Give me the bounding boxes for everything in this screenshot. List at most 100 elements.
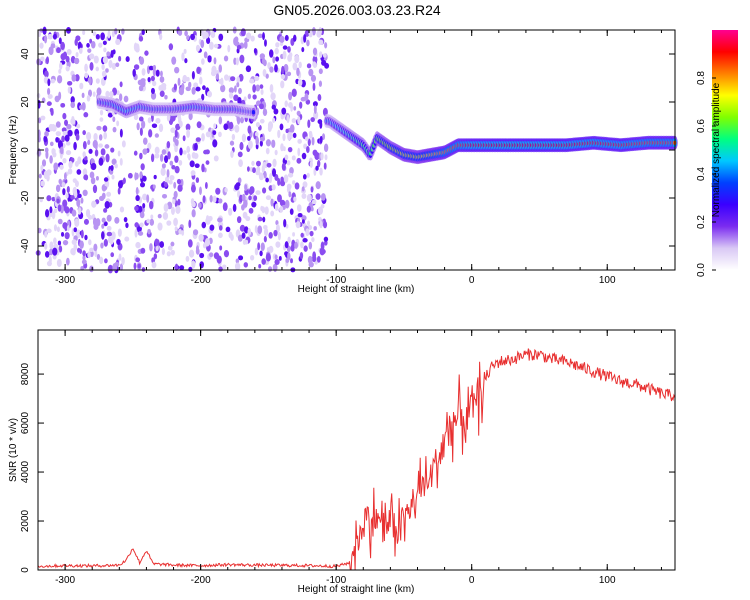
noise-speckle	[36, 58, 41, 66]
noise-speckle	[261, 258, 266, 265]
noise-speckle	[299, 101, 303, 109]
noise-speckle	[301, 219, 305, 224]
noise-speckle	[82, 130, 86, 136]
noise-speckle	[52, 247, 58, 256]
noise-speckle	[223, 123, 229, 131]
noise-speckle	[284, 241, 289, 249]
noise-speckle	[281, 181, 285, 186]
noise-speckle	[218, 116, 223, 125]
noise-speckle	[99, 109, 104, 116]
noise-speckle	[268, 232, 273, 239]
noise-speckle	[258, 264, 262, 269]
noise-speckle	[218, 64, 223, 73]
noise-speckle	[82, 140, 87, 150]
noise-speckle	[218, 225, 223, 231]
noise-speckle	[65, 193, 69, 199]
noise-speckle	[301, 215, 307, 221]
noise-speckle	[316, 256, 321, 263]
noise-speckle	[154, 146, 160, 155]
noise-speckle	[177, 77, 181, 86]
noise-speckle	[260, 89, 264, 96]
noise-speckle	[262, 187, 267, 194]
noise-speckle	[289, 167, 294, 175]
noise-speckle	[64, 134, 70, 142]
noise-speckle	[239, 54, 245, 64]
noise-speckle	[230, 150, 234, 158]
noise-speckle	[173, 181, 177, 189]
noise-speckle	[246, 32, 252, 40]
noise-speckle	[236, 216, 242, 224]
noise-speckle	[209, 41, 214, 50]
noise-speckle	[203, 149, 209, 155]
noise-speckle	[112, 126, 117, 133]
noise-speckle	[259, 250, 263, 257]
noise-speckle	[62, 188, 66, 196]
noise-speckle	[280, 73, 286, 80]
noise-speckle	[92, 184, 98, 194]
noise-speckle	[81, 92, 85, 99]
noise-speckle	[118, 253, 122, 261]
noise-speckle	[279, 199, 286, 207]
noise-speckle	[135, 195, 140, 202]
noise-speckle	[320, 193, 326, 201]
noise-speckle	[188, 219, 192, 229]
noise-speckle	[93, 223, 99, 230]
noise-speckle	[150, 214, 154, 220]
noise-speckle	[311, 136, 315, 146]
noise-speckle	[265, 73, 269, 79]
noise-speckle	[284, 100, 288, 108]
noise-speckle	[185, 255, 190, 262]
noise-speckle	[161, 193, 168, 199]
noise-speckle	[61, 135, 65, 143]
noise-speckle	[307, 138, 311, 147]
noise-speckle	[111, 62, 117, 70]
snr-y-axis-label: SNR (10 * v/v)	[8, 418, 19, 482]
noise-speckle	[163, 203, 169, 212]
noise-speckle	[44, 130, 49, 137]
noise-speckle	[46, 260, 52, 267]
noise-speckle	[166, 220, 172, 226]
noise-speckle	[218, 131, 222, 138]
noise-speckle	[201, 93, 205, 101]
noise-speckle	[315, 165, 319, 171]
noise-speckle	[194, 142, 198, 151]
noise-speckle	[247, 140, 253, 150]
noise-speckle	[247, 227, 252, 236]
noise-speckle	[234, 183, 240, 191]
noise-speckle	[193, 152, 199, 159]
snr-y-ticks: 0 2000 4000 6000 8000	[20, 363, 675, 573]
noise-speckle	[103, 47, 107, 53]
noise-speckle	[306, 172, 310, 178]
noise-speckle	[205, 160, 210, 165]
noise-speckle	[133, 114, 139, 121]
noise-speckle	[166, 141, 171, 149]
noise-speckle	[118, 55, 122, 62]
noise-speckle	[241, 232, 246, 239]
noise-speckle	[158, 123, 164, 133]
noise-speckle	[231, 133, 236, 141]
noise-speckle	[202, 195, 206, 203]
noise-speckle	[259, 84, 264, 89]
noise-speckle	[207, 215, 213, 222]
noise-speckle	[66, 48, 72, 56]
noise-speckle	[318, 39, 324, 46]
noise-speckle	[46, 169, 52, 176]
noise-speckle	[67, 129, 73, 137]
noise-speckle	[245, 65, 252, 73]
noise-speckle	[166, 251, 171, 257]
noise-speckle	[201, 58, 205, 65]
noise-speckle	[316, 30, 322, 38]
noise-speckle	[52, 254, 57, 260]
noise-speckle	[150, 75, 155, 82]
noise-speckle	[49, 206, 53, 214]
noise-speckle	[201, 163, 205, 173]
noise-speckle	[48, 46, 54, 56]
noise-speckle	[133, 262, 137, 270]
spectrogram-ridge-layer	[95, 95, 678, 165]
noise-speckle	[94, 149, 99, 157]
noise-speckle	[240, 28, 246, 37]
noise-speckle	[282, 45, 288, 50]
noise-speckle	[70, 247, 76, 256]
noise-speckle	[311, 199, 317, 205]
noise-speckle	[319, 220, 323, 229]
